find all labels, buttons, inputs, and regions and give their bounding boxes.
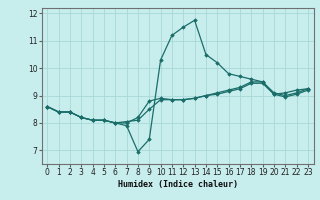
X-axis label: Humidex (Indice chaleur): Humidex (Indice chaleur) — [118, 180, 237, 189]
